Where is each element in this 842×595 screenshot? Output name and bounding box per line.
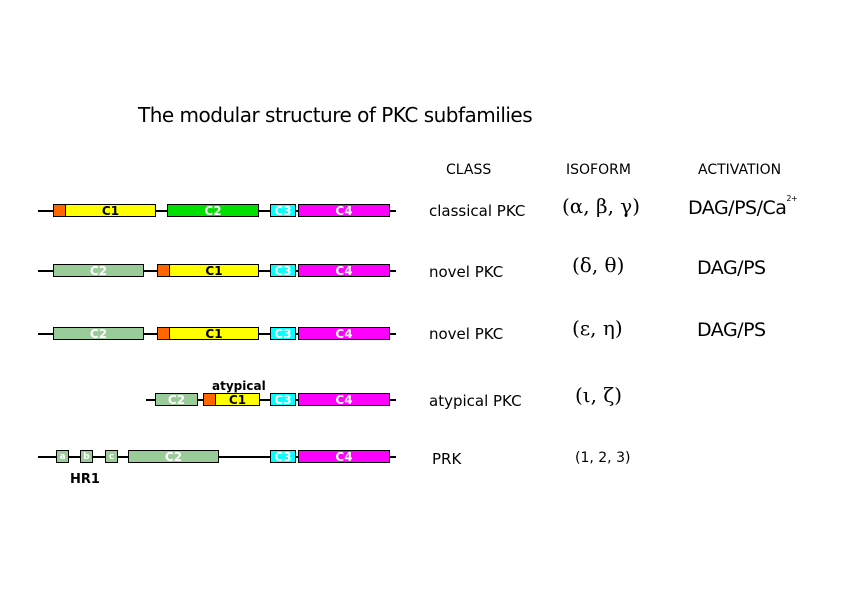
c2-domain: C2 [53,327,144,341]
c4-domain: C4 [298,204,390,218]
c4-domain: C4 [298,264,390,278]
hr1-a-domain: a [56,450,69,463]
c3-domain: C3 [270,204,296,218]
activation-label: DAG/PS [697,257,766,279]
c2-domain: C2 [128,450,219,464]
class-label: novel PKC [429,263,504,281]
class-label: PRK [432,450,462,468]
diagram-title: The modular structure of PKC subfamilies [138,103,533,127]
isoform-label: (ε, η) [572,316,623,340]
c1-domain: C1 [215,393,260,407]
c2-domain: C2 [155,393,198,407]
c3-domain: C3 [270,327,296,341]
isoform-label: (1, 2, 3) [575,450,631,466]
c4-domain: C4 [298,393,390,407]
c1-domain: C1 [169,327,259,341]
c2-domain: C2 [53,264,144,278]
class-label: novel PKC [429,325,504,343]
c3-domain: C3 [270,393,296,407]
header-activation: ACTIVATION [698,162,782,178]
c1-domain: C1 [65,204,156,218]
header-class: CLASS [446,162,492,178]
isoform-label: (ι, ζ) [575,383,623,407]
c3-domain: C3 [270,450,296,464]
hr1-b-domain: b [80,450,93,463]
hr1-c-domain: c [105,450,118,463]
c1-domain: C1 [169,264,259,278]
activation-label: DAG/PS/Ca2+ [688,193,798,219]
class-label: atypical PKC [429,392,522,410]
header-isoform: ISOFORM [566,162,631,178]
class-label: classical PKC [429,202,526,220]
isoform-label: (δ, θ) [572,253,625,277]
isoform-label: (α, β, γ) [562,194,641,218]
activation-label: DAG/PS [697,319,766,341]
c4-domain: C4 [298,327,390,341]
c3-domain: C3 [270,264,296,278]
c2-domain: C2 [167,204,259,218]
c4-domain: C4 [298,450,390,464]
hr1-label: HR1 [70,472,100,487]
atypical-c1-label: atypical [212,379,266,393]
